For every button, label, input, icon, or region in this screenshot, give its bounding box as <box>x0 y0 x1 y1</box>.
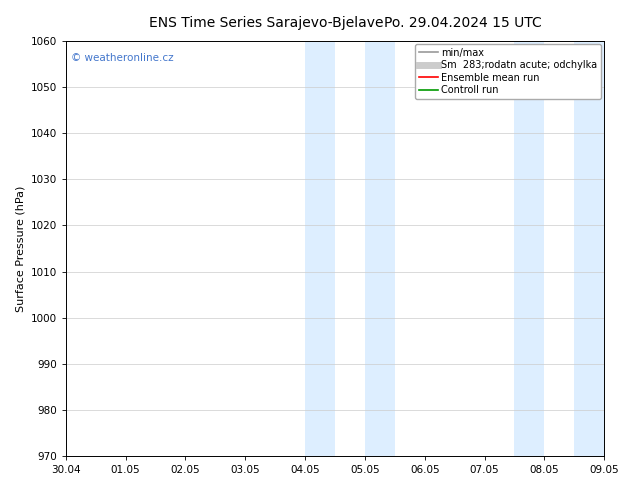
Bar <box>574 41 604 456</box>
Text: © weatheronline.cz: © weatheronline.cz <box>71 53 174 64</box>
Text: ENS Time Series Sarajevo-Bjelave: ENS Time Series Sarajevo-Bjelave <box>149 16 384 30</box>
Bar <box>514 41 545 456</box>
Text: Po. 29.04.2024 15 UTC: Po. 29.04.2024 15 UTC <box>384 16 541 30</box>
Legend: min/max, Sm  283;rodatn acute; odchylka, Ensemble mean run, Controll run: min/max, Sm 283;rodatn acute; odchylka, … <box>415 44 601 99</box>
Bar <box>365 41 395 456</box>
Bar <box>305 41 335 456</box>
Y-axis label: Surface Pressure (hPa): Surface Pressure (hPa) <box>15 185 25 312</box>
